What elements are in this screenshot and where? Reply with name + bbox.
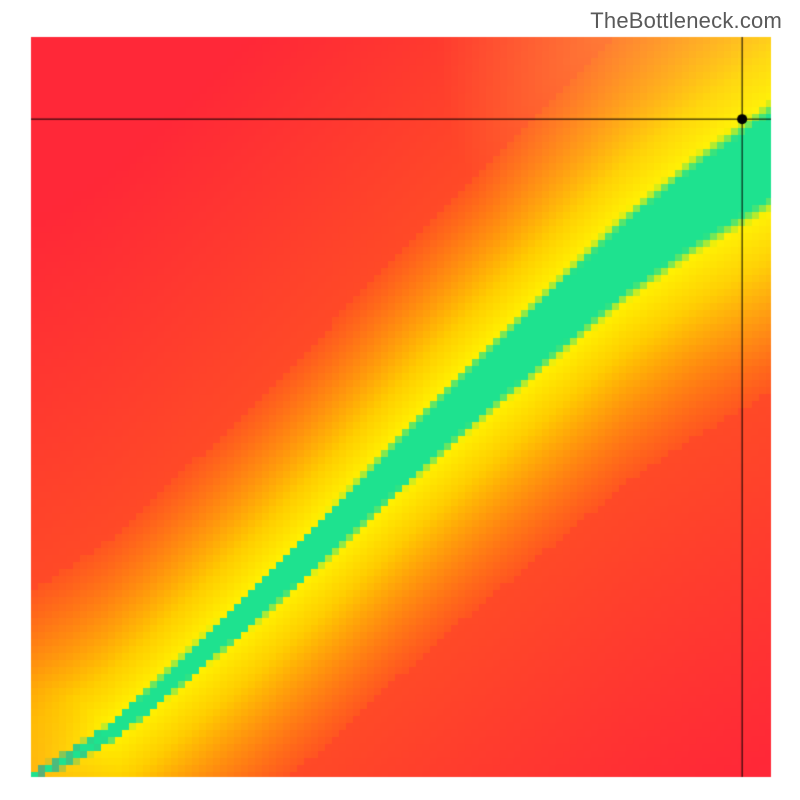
watermark-text: TheBottleneck.com [590, 8, 782, 34]
bottleneck-heatmap [0, 0, 800, 800]
